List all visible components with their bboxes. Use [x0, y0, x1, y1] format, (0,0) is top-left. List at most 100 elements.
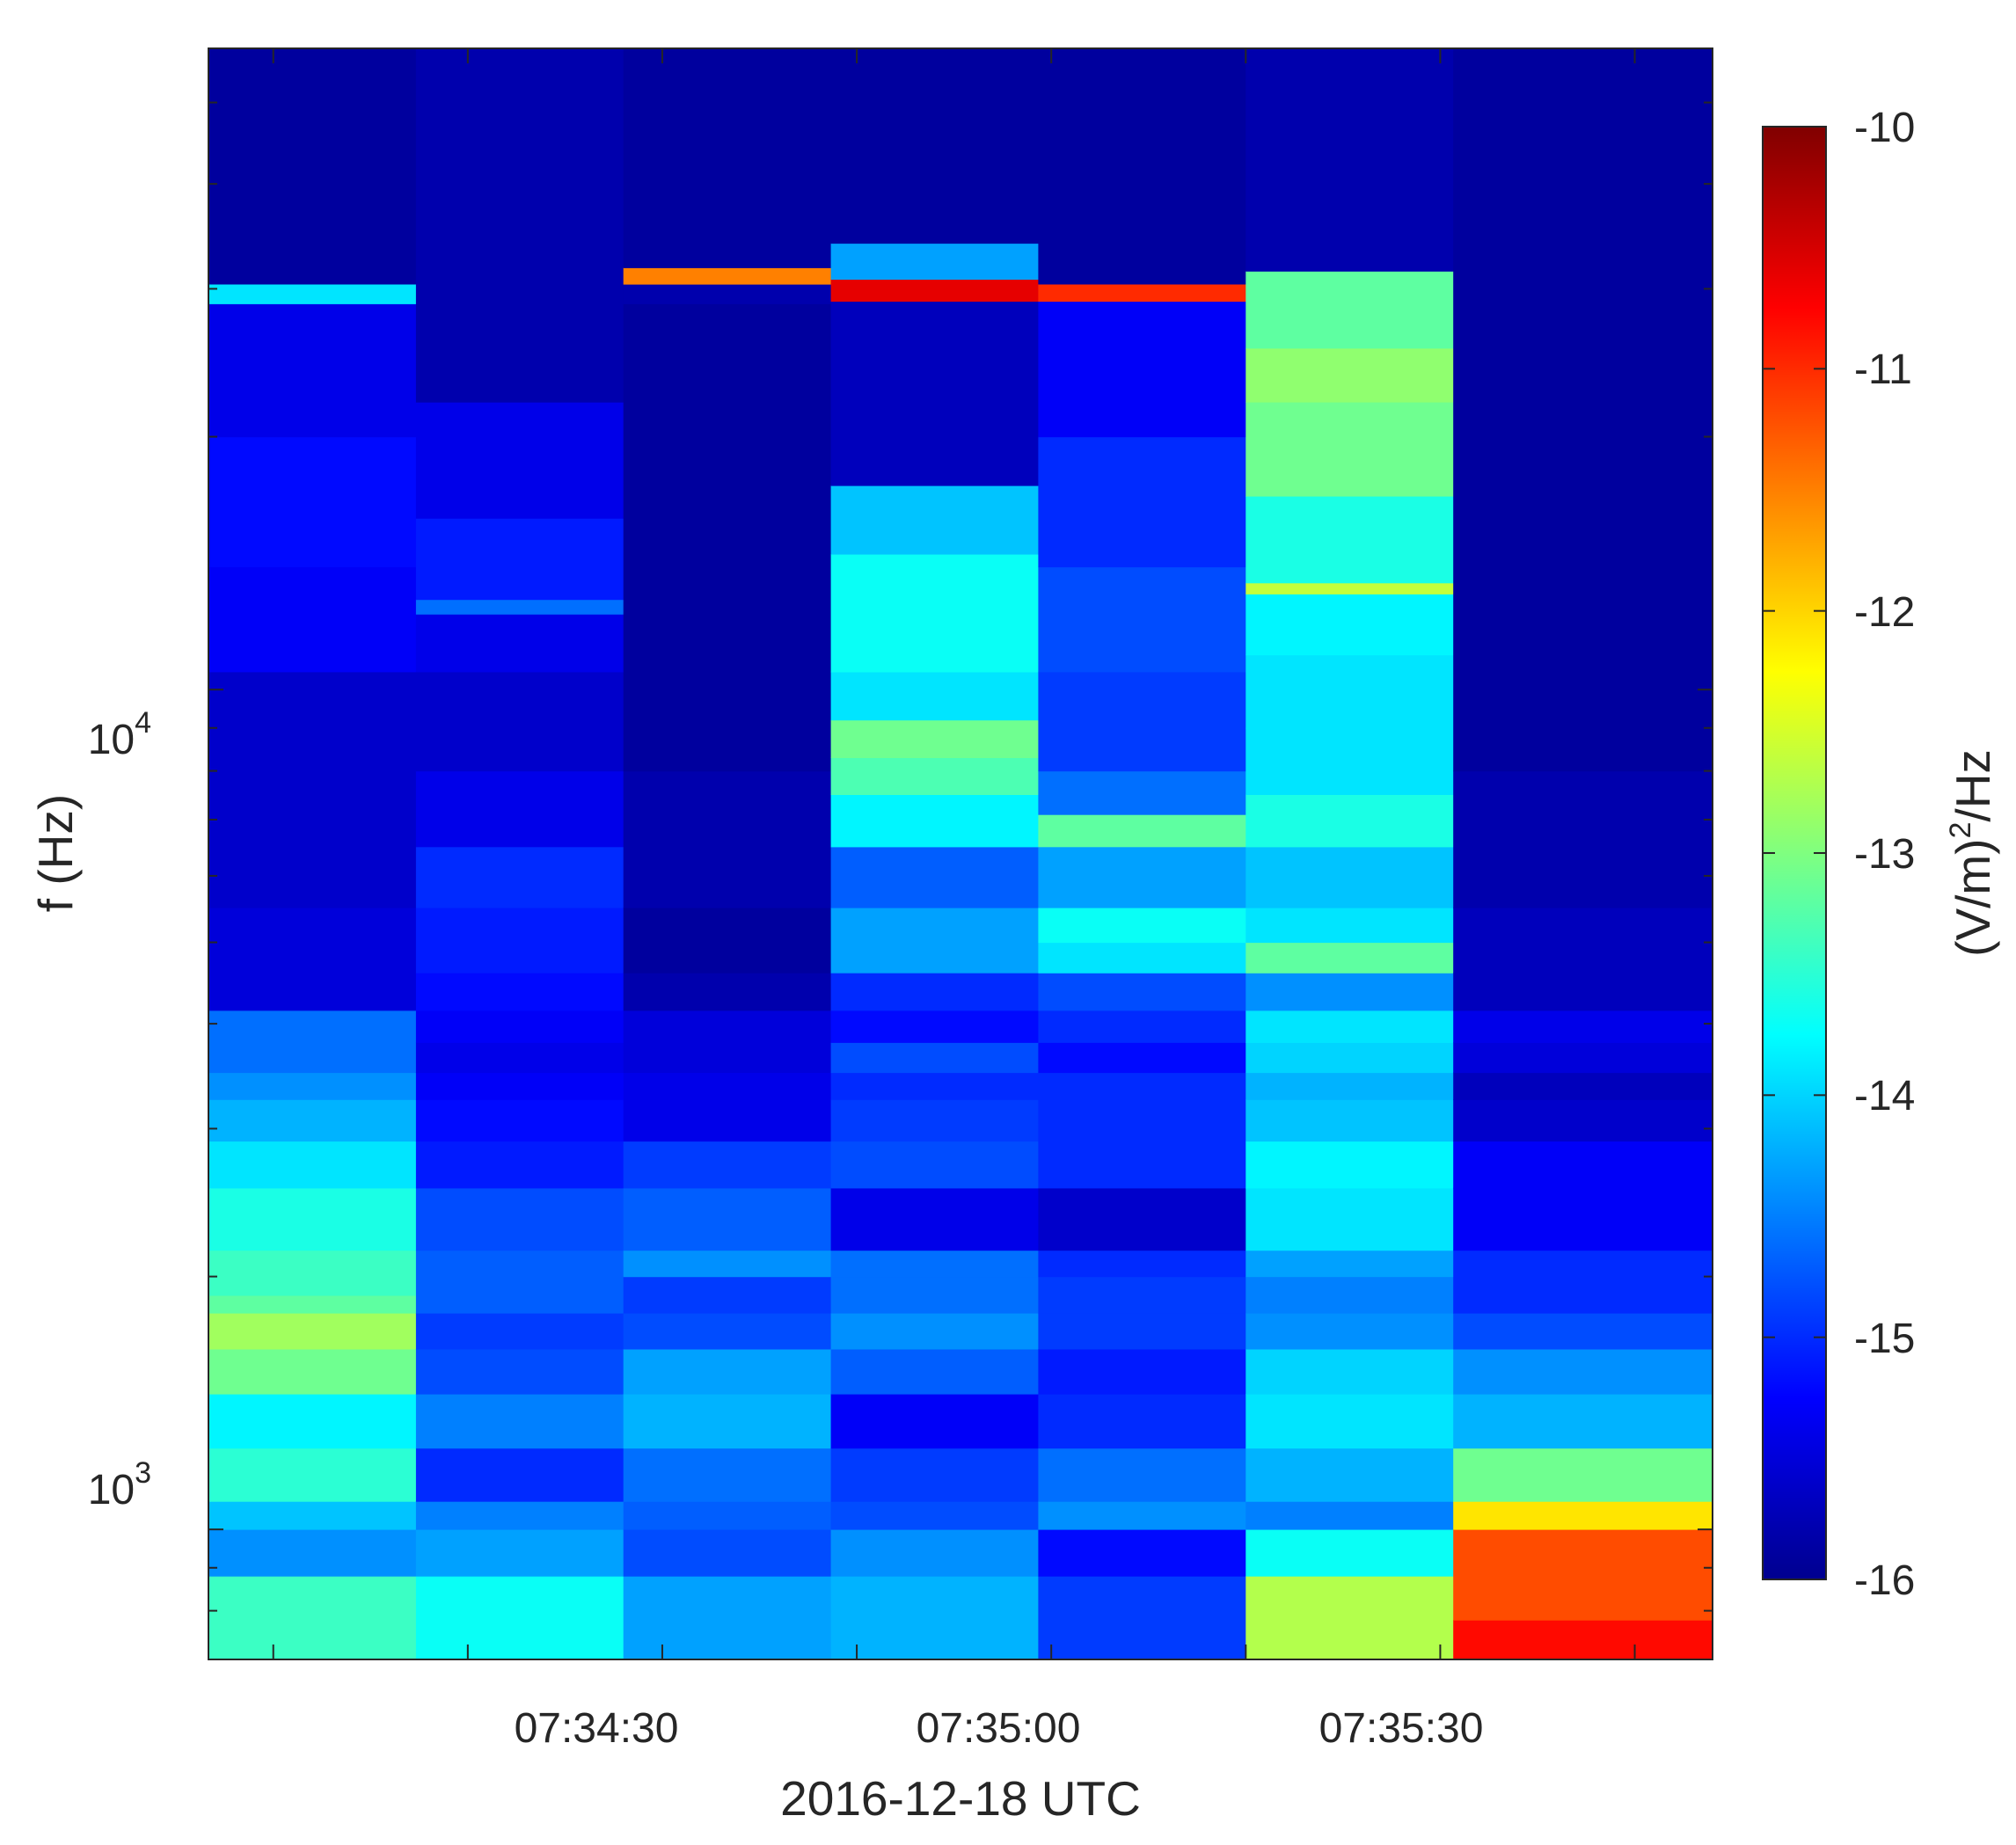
- spectrogram-cell: [415, 908, 625, 974]
- spectrogram-cell: [1245, 794, 1454, 848]
- spectrogram-cell: [208, 1348, 417, 1395]
- spectrogram-cell: [1453, 1099, 1713, 1142]
- spectrogram-cell: [1038, 1187, 1246, 1251]
- spectrogram-cell: [1038, 1072, 1246, 1100]
- spectrogram-cell: [1453, 48, 1713, 772]
- spectrogram-cell: [415, 1448, 625, 1502]
- colorbar: -10 -11 -12 -13 -14 -15 -16 (V/m)2/Hz: [1762, 105, 2000, 1604]
- spectrogram-cell: [1245, 582, 1454, 594]
- spectrogram-cell: [415, 48, 625, 403]
- x-tick-label: 07:35:00: [917, 1705, 1081, 1752]
- spectrogram-cell: [1245, 594, 1454, 656]
- plot-frame: [208, 47, 1713, 1660]
- spectrogram-cell: [830, 1072, 1040, 1100]
- spectrogram-cell: [1453, 1448, 1713, 1502]
- spectrogram-cell: [1245, 1010, 1454, 1043]
- colorbar-label-main: (V/m): [1946, 839, 2000, 957]
- spectrogram-cell: [623, 908, 832, 974]
- spectrogram-cell: [1453, 1141, 1713, 1189]
- spectrogram-cell: [623, 770, 832, 908]
- spectrogram-cell: [1245, 1448, 1454, 1502]
- spectrogram-cell: [415, 1141, 625, 1189]
- spectrogram-cell: [1453, 1313, 1713, 1350]
- spectrogram-cell: [1245, 1529, 1454, 1577]
- spectrogram-cell: [1245, 727, 1454, 795]
- y-axis-ticks: [208, 101, 1713, 1660]
- colorbar-label: (V/m)2/Hz: [1944, 749, 2000, 957]
- spectrogram-cell: [623, 1250, 832, 1278]
- spectrogram-cell: [830, 1576, 1040, 1659]
- spectrogram-cell: [415, 671, 625, 772]
- spectrogram-cell: [830, 1099, 1040, 1142]
- spectrogram-cell: [830, 973, 1040, 1011]
- spectrogram-cell: [830, 1529, 1040, 1577]
- spectrogram-cell: [1453, 1394, 1713, 1449]
- spectrogram-cell: [415, 846, 625, 908]
- spectrogram-cell: [623, 303, 832, 772]
- spectrogram-cell: [1038, 908, 1246, 944]
- spectrogram-cell: [1038, 48, 1246, 285]
- spectrogram-cell: [830, 794, 1040, 848]
- y-tick-base: 10: [88, 717, 135, 763]
- spectrogram-cell: [1245, 1576, 1454, 1659]
- spectrogram-cell: [1038, 1250, 1246, 1278]
- spectrogram-cell: [830, 719, 1040, 758]
- spectrogram-cell: [1453, 770, 1713, 908]
- spectrogram-cell: [208, 1501, 417, 1530]
- spectrogram-cell: [1453, 1187, 1713, 1251]
- spectrogram-cell: [415, 1348, 625, 1395]
- spectrogram-cell: [1245, 1099, 1454, 1142]
- spectrogram-cell: [1453, 1348, 1713, 1395]
- spectrogram-cell: [1245, 496, 1454, 584]
- spectrogram-cell: [1038, 671, 1246, 772]
- spectrogram-cell: [1245, 1141, 1454, 1189]
- spectrogram-cell: [208, 303, 417, 438]
- spectrogram-cell: [1453, 1250, 1713, 1314]
- spectrogram-cell: [415, 1394, 625, 1449]
- spectrogram-cell: [1245, 1276, 1454, 1314]
- spectrogram-cell: [208, 770, 417, 908]
- spectrogram-cell: [208, 566, 417, 673]
- spectrogram-cell: [208, 1576, 417, 1659]
- spectrogram-cell: [830, 48, 1040, 244]
- spectrogram-cell: [1245, 1042, 1454, 1074]
- x-axis-title: 2016-12-18 UTC: [780, 1771, 1141, 1826]
- spectrogram-cells: [208, 48, 1713, 1659]
- spectrogram-cell: [208, 1099, 417, 1142]
- spectrogram-cell: [1245, 1250, 1454, 1278]
- spectrogram-cell: [830, 1042, 1040, 1074]
- spectrogram-cell: [1038, 1313, 1246, 1350]
- y-axis-title: f (Hz): [28, 794, 83, 912]
- x-axis-tick-labels: 07:34:30 07:35:00 07:35:30: [515, 1705, 1484, 1752]
- spectrogram-cell: [1038, 1501, 1246, 1530]
- spectrogram-cell: [208, 1294, 417, 1314]
- spectrogram-cell: [1245, 973, 1454, 1011]
- spectrogram-cell: [830, 1010, 1040, 1043]
- spectrogram-cell: [415, 1042, 625, 1074]
- spectrogram-cell: [623, 267, 832, 285]
- spectrogram-cell: [830, 757, 1040, 795]
- spectrogram-cell: [830, 1141, 1040, 1189]
- spectrogram-cell: [415, 1313, 625, 1350]
- spectrogram-cell: [208, 1010, 417, 1043]
- spectrogram-cell: [415, 1072, 625, 1100]
- spectrogram-cell: [415, 1576, 625, 1659]
- spectrogram-cell: [1453, 1620, 1713, 1659]
- spectrogram-cell: [1038, 770, 1246, 815]
- colorbar-tick-label: -10: [1854, 105, 1915, 151]
- spectrogram-cell: [1245, 1072, 1454, 1100]
- spectrogram-cell: [830, 554, 1040, 673]
- spectrogram-cell: [415, 1010, 625, 1043]
- colorbar-tick-label: -14: [1854, 1073, 1915, 1119]
- spectrogram-cell: [415, 1099, 625, 1142]
- spectrogram-cell: [1245, 942, 1454, 974]
- spectrogram-cell: [1038, 1394, 1246, 1449]
- spectrogram-cell: [208, 1187, 417, 1251]
- spectrogram-cell: [1245, 1348, 1454, 1395]
- spectrogram-cell: [1038, 566, 1246, 673]
- spectrogram-cell: [1453, 908, 1713, 974]
- spectrogram-cell: [830, 671, 1040, 721]
- colorbar-tick-label: -12: [1854, 589, 1915, 636]
- spectrogram-cell: [1038, 846, 1246, 908]
- spectrogram-cell: [208, 1529, 417, 1577]
